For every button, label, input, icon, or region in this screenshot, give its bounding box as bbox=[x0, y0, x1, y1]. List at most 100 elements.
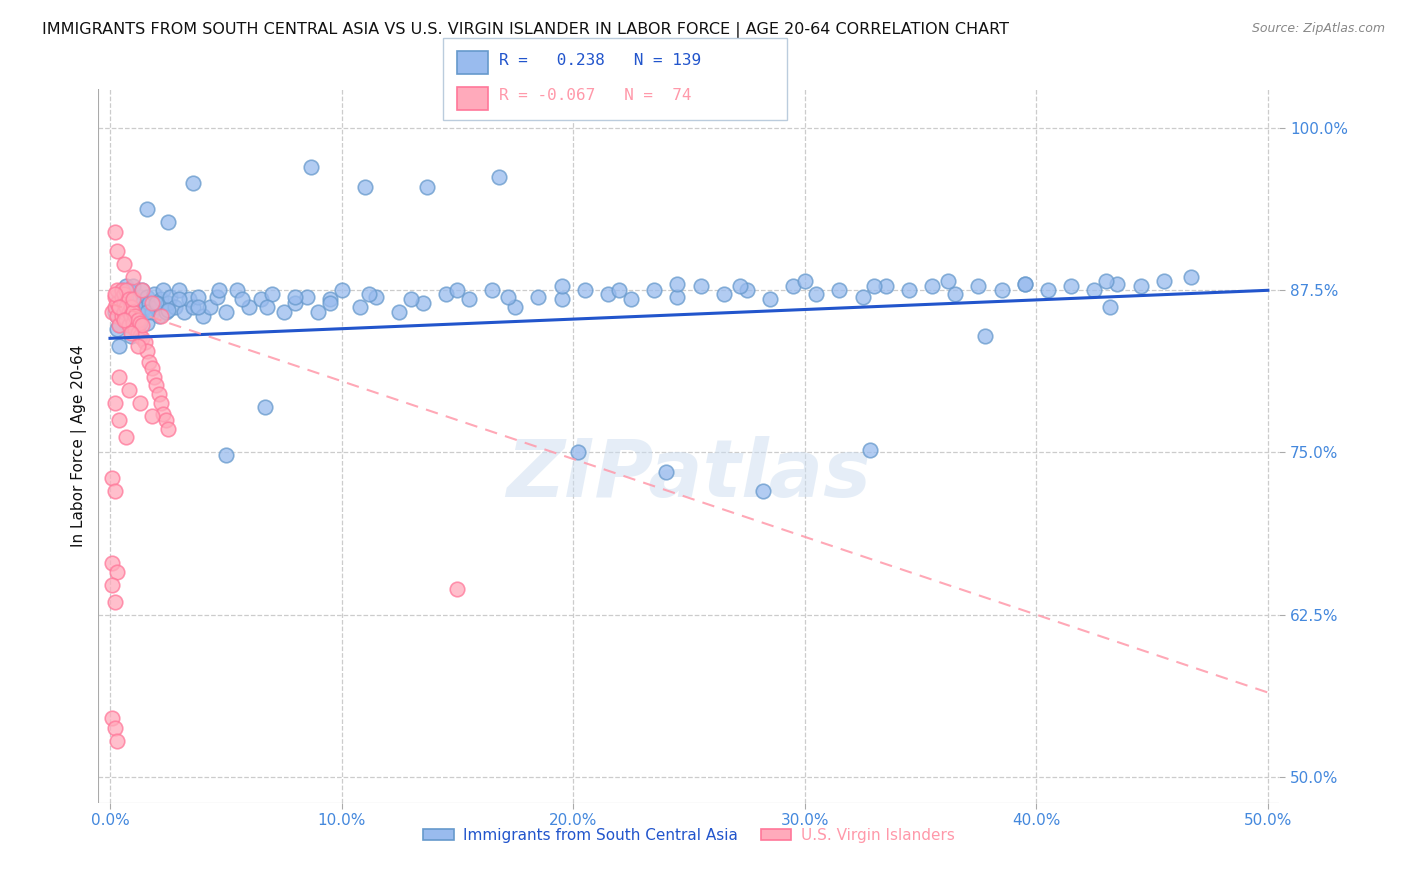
Point bbox=[574, 283, 596, 297]
Point bbox=[828, 283, 851, 297]
Point bbox=[1014, 277, 1036, 291]
Point bbox=[863, 279, 886, 293]
Point bbox=[105, 565, 128, 579]
Point bbox=[155, 305, 177, 319]
Point bbox=[136, 344, 159, 359]
Point bbox=[129, 316, 152, 330]
Point bbox=[104, 300, 127, 314]
Point bbox=[169, 283, 191, 297]
Y-axis label: In Labor Force | Age 20-64: In Labor Force | Age 20-64 bbox=[72, 345, 87, 547]
Legend: Immigrants from South Central Asia, U.S. Virgin Islanders: Immigrants from South Central Asia, U.S.… bbox=[418, 822, 960, 848]
Point bbox=[1036, 283, 1059, 297]
Point bbox=[1083, 283, 1105, 297]
Point bbox=[527, 290, 550, 304]
Point bbox=[101, 711, 124, 725]
Point bbox=[112, 296, 135, 310]
Point bbox=[110, 283, 132, 297]
Point bbox=[458, 293, 481, 307]
Point bbox=[187, 300, 209, 314]
Point bbox=[191, 310, 214, 324]
Point bbox=[117, 300, 139, 314]
Point bbox=[596, 287, 619, 301]
Point bbox=[752, 484, 775, 499]
Point bbox=[366, 290, 388, 304]
Point bbox=[115, 316, 138, 330]
Point bbox=[943, 287, 966, 301]
Point bbox=[256, 300, 278, 314]
Point bbox=[134, 335, 156, 350]
Point bbox=[921, 279, 943, 293]
Point bbox=[1099, 300, 1122, 314]
Point bbox=[112, 287, 135, 301]
Point bbox=[567, 445, 589, 459]
Point bbox=[307, 305, 329, 319]
Point bbox=[215, 305, 238, 319]
Point bbox=[183, 300, 205, 314]
Point bbox=[108, 300, 131, 314]
Point bbox=[897, 283, 920, 297]
Point bbox=[117, 283, 139, 297]
Point bbox=[108, 370, 131, 384]
Point bbox=[149, 396, 172, 410]
Point bbox=[108, 318, 131, 333]
Point bbox=[1094, 274, 1116, 288]
Point bbox=[105, 300, 128, 314]
Point bbox=[108, 318, 131, 333]
Point bbox=[105, 310, 128, 324]
Point bbox=[112, 313, 135, 327]
Point bbox=[122, 293, 145, 307]
Point bbox=[205, 290, 228, 304]
Point bbox=[127, 316, 149, 330]
Point bbox=[481, 283, 503, 297]
Point bbox=[152, 407, 174, 421]
Point bbox=[655, 465, 678, 479]
Point bbox=[666, 277, 689, 291]
Point bbox=[488, 170, 510, 185]
Point bbox=[120, 328, 142, 343]
Point bbox=[136, 316, 159, 330]
Point bbox=[136, 305, 159, 319]
Point bbox=[122, 270, 145, 285]
Point bbox=[416, 179, 439, 194]
Point bbox=[134, 300, 156, 314]
Point bbox=[115, 296, 138, 310]
Point bbox=[104, 396, 127, 410]
Point bbox=[143, 370, 166, 384]
Point bbox=[412, 296, 434, 310]
Point bbox=[101, 471, 124, 485]
Point bbox=[115, 430, 138, 444]
Point bbox=[145, 296, 167, 310]
Point bbox=[852, 290, 875, 304]
Point bbox=[124, 310, 146, 324]
Point bbox=[793, 274, 815, 288]
Point bbox=[284, 296, 307, 310]
Point bbox=[967, 279, 990, 293]
Point bbox=[117, 310, 139, 324]
Point bbox=[131, 318, 153, 333]
Point bbox=[129, 290, 152, 304]
Point bbox=[254, 400, 277, 414]
Point bbox=[148, 310, 170, 324]
Point bbox=[110, 310, 132, 324]
Point bbox=[169, 293, 191, 307]
Point bbox=[129, 328, 152, 343]
Point bbox=[399, 293, 422, 307]
Point bbox=[104, 287, 127, 301]
Point bbox=[117, 318, 139, 333]
Point bbox=[550, 279, 572, 293]
Point bbox=[183, 176, 205, 190]
Point bbox=[112, 310, 135, 324]
Point bbox=[117, 305, 139, 319]
Point bbox=[105, 733, 128, 747]
Point bbox=[127, 313, 149, 327]
Point bbox=[728, 279, 751, 293]
Point bbox=[1014, 277, 1036, 291]
Point bbox=[238, 300, 260, 314]
Point bbox=[110, 296, 132, 310]
Point bbox=[141, 305, 163, 319]
Point bbox=[122, 290, 145, 304]
Point bbox=[806, 287, 828, 301]
Point bbox=[1180, 270, 1202, 285]
Point bbox=[155, 413, 177, 427]
Point bbox=[108, 413, 131, 427]
